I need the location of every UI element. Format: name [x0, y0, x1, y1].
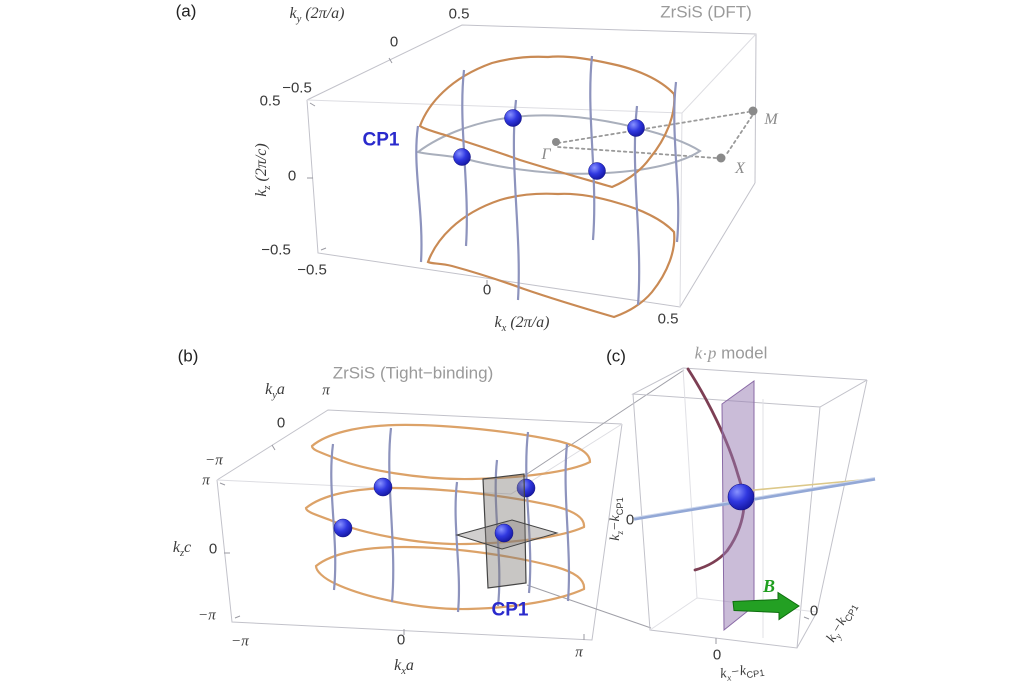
x-point-label: X	[735, 160, 745, 177]
tick-kx-min: −π	[231, 633, 249, 650]
panel-c-title: k·p model	[694, 343, 768, 363]
panel-a-high-symmetry-dots	[552, 106, 758, 163]
tick-ky-max: π	[322, 382, 330, 399]
crossing-point-spheres	[453, 109, 645, 180]
panel-a-title: ZrSiS (DFT)	[660, 2, 752, 22]
crossing-point-spheres	[333, 477, 536, 538]
tick-ky-mid: 0	[276, 414, 286, 432]
tick-kx-mid: 0	[396, 631, 406, 649]
m-point-label: M	[764, 111, 778, 128]
tick-ky-max: 0.5	[448, 5, 470, 23]
straight-nodal-line-highlight	[633, 477, 876, 518]
axis-label-ky: ky (2π/a)	[289, 5, 345, 26]
magnetic-field-arrow	[732, 591, 800, 621]
tick-ky-zero: 0	[809, 602, 819, 620]
cp1-crossing-sphere	[494, 523, 514, 543]
tick-kz-max: π	[202, 472, 210, 489]
axis-label-kz: kz−kCP1	[608, 497, 625, 541]
axis-label-kz: kzc	[172, 539, 192, 560]
axis-label-ky: kya	[265, 381, 285, 402]
tick-ky-min: −0.5	[282, 79, 312, 97]
tick-kx-min: −0.5	[297, 261, 327, 279]
bottom-nodal-rim	[426, 192, 676, 319]
magnetic-field-label: B	[762, 576, 776, 596]
panel-a-nodal-cage	[415, 55, 702, 319]
panel-b-nodal-cage	[304, 423, 592, 613]
gamma-point-label: Γ	[541, 146, 551, 163]
tick-kz-mid: 0	[208, 540, 218, 558]
cp1-crossing-sphere	[727, 483, 755, 511]
panel-a-letter: (a)	[175, 1, 197, 21]
panel-c-kp-model	[633, 367, 876, 632]
crossing-point-sphere	[333, 518, 353, 538]
yellow-nodal-line	[743, 478, 873, 492]
panel-c-letter: (c)	[606, 346, 626, 366]
tick-ky-mid: 0	[389, 33, 399, 51]
horizontal-nodal-rims	[304, 423, 592, 611]
tick-kz-min: −0.5	[261, 241, 291, 259]
tick-kx-zero: 0	[712, 646, 722, 664]
crossing-point-sphere	[373, 477, 393, 497]
tick-kx-max: 0.5	[657, 310, 679, 328]
vertical-nodal-lines	[330, 427, 571, 613]
m-point-dot	[748, 106, 758, 116]
axis-label-kx: kx (2π/a)	[494, 314, 550, 335]
x-point-dot	[716, 153, 726, 163]
panel-b-brillouin-box	[216, 409, 623, 641]
tick-kz-mid: 0	[287, 167, 297, 185]
zoom-connector-lines	[523, 369, 685, 629]
tick-kz-zero: 0	[625, 511, 635, 529]
panel-a-brillouin-box	[306, 24, 757, 308]
top-nodal-rim	[418, 55, 676, 189]
axis-label-kx: kxa	[394, 657, 414, 678]
panel-b-letter: (b)	[177, 346, 199, 366]
tick-ky-min: −π	[205, 452, 223, 469]
tick-kx-mid: 0	[482, 281, 492, 299]
axis-label-kz: kz (2π/c)	[253, 143, 274, 197]
tick-kz-min: −π	[198, 607, 216, 624]
crossing-point-sphere	[504, 109, 522, 127]
cp1-annotation: CP1	[362, 129, 400, 151]
crossing-point-sphere	[627, 119, 645, 137]
cp1-annotation: CP1	[491, 599, 529, 621]
crossing-point-sphere	[516, 478, 536, 498]
tick-kz-max: 0.5	[259, 92, 281, 110]
panel-b-title: ZrSiS (Tight−binding)	[332, 363, 494, 383]
straight-nodal-line	[633, 477, 876, 521]
tick-kx-max: π	[575, 644, 583, 661]
gamma-point-dot	[552, 138, 560, 146]
crossing-point-sphere	[453, 148, 471, 166]
crossing-point-sphere	[588, 162, 606, 180]
